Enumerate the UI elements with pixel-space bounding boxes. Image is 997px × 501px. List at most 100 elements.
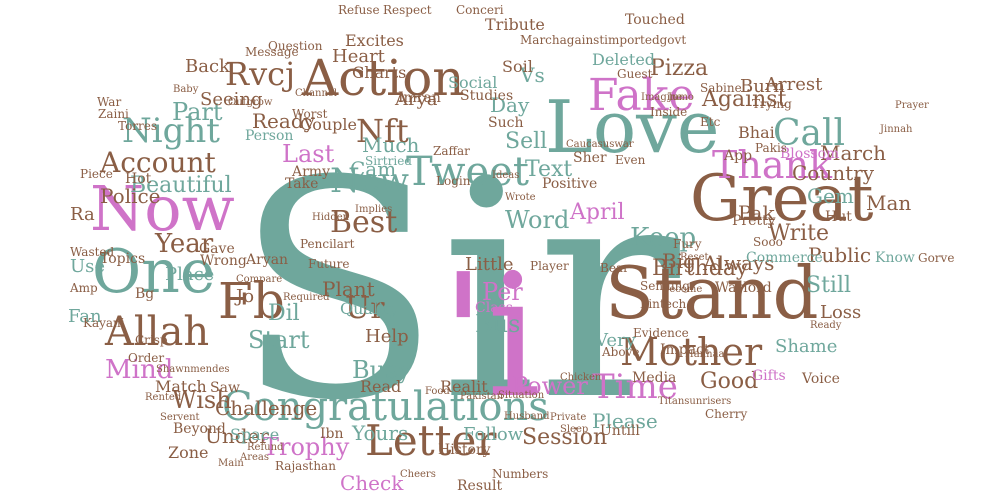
cloud-word-media: Media bbox=[632, 370, 676, 386]
cloud-word-pakis: Pakis bbox=[755, 141, 787, 155]
cloud-word-servent: Servent bbox=[160, 412, 200, 423]
cloud-word-evidence: Evidence bbox=[633, 326, 689, 340]
cloud-word-vs: Vs bbox=[519, 63, 545, 87]
cloud-word-aryan: Aryan bbox=[245, 252, 288, 268]
cloud-word-sher: Sher bbox=[573, 150, 607, 166]
cloud-word-charts: Charts bbox=[352, 63, 406, 82]
cloud-word-busy: Busy bbox=[352, 356, 411, 384]
cloud-word-result: Result bbox=[457, 478, 503, 494]
cloud-word-bg: Bg bbox=[135, 286, 154, 302]
cloud-word-time: Time bbox=[592, 367, 678, 407]
cloud-word-per: Per bbox=[482, 278, 523, 306]
cloud-word-rvcj: Rvcj bbox=[225, 55, 295, 93]
cloud-word-congratulations: Congratulations bbox=[222, 384, 549, 430]
cloud-word-back: Back bbox=[185, 56, 231, 77]
cloud-word-guest: Guest bbox=[617, 67, 653, 81]
cloud-word-realit: Realit bbox=[440, 377, 488, 396]
cloud-word-text: Text bbox=[525, 157, 572, 182]
cloud-word-food: Food bbox=[425, 386, 450, 397]
cloud-word-shawnmendes: Shawnmendes bbox=[156, 364, 230, 375]
cloud-word-call: Call bbox=[773, 113, 845, 154]
cloud-word-bear: Bear bbox=[600, 261, 629, 275]
cloud-word-outgrow: Outgrow bbox=[228, 97, 273, 108]
cloud-word-compare: Compare bbox=[236, 274, 282, 285]
cloud-word-beautiful: Beautiful bbox=[130, 173, 232, 198]
cloud-word-tribute: Tribute bbox=[485, 15, 545, 34]
cloud-word-topics: Topics bbox=[100, 251, 145, 267]
cloud-word-cherry: Cherry bbox=[705, 407, 747, 421]
cloud-word-jo: Jo bbox=[234, 286, 254, 307]
cloud-word-future: Future bbox=[308, 257, 349, 271]
cloud-word-gifts: Gifts bbox=[752, 368, 786, 384]
cloud-word-space: Space bbox=[230, 425, 279, 444]
cloud-word-gorve: Gorve bbox=[918, 251, 954, 265]
cloud-word-chicken: Chicken bbox=[560, 372, 602, 383]
cloud-word-touched: Touched bbox=[625, 12, 685, 28]
cloud-word-trying: Trying bbox=[752, 97, 792, 111]
cloud-word-marchagainstimportedgovt: Marchagainstimportedgovt bbox=[520, 33, 686, 47]
cloud-word-plant: Plant bbox=[322, 277, 375, 301]
cloud-word-positive: Positive bbox=[542, 176, 597, 192]
cloud-word-ra: Ra bbox=[70, 204, 95, 225]
cloud-word-hidden: Hidden bbox=[312, 212, 350, 223]
cloud-word-sending: Sending bbox=[640, 279, 690, 293]
cloud-word-army: Army bbox=[291, 164, 330, 180]
cloud-word-blossom: Blossom bbox=[780, 146, 839, 162]
cloud-word-against: Against bbox=[701, 87, 787, 112]
cloud-word-best: Best bbox=[330, 205, 397, 240]
cloud-word-take: Take bbox=[285, 176, 318, 192]
cloud-word-ur: Ur bbox=[345, 291, 385, 326]
cloud-word-gave: Gave bbox=[199, 241, 235, 257]
cloud-word-love: Love bbox=[545, 85, 719, 169]
cloud-word-night: Night bbox=[122, 111, 220, 151]
cloud-word-player: Player bbox=[530, 259, 569, 273]
cloud-word-new: New bbox=[330, 161, 409, 201]
cloud-word-session: Session bbox=[522, 425, 607, 450]
cloud-word-always: Always bbox=[702, 251, 774, 275]
cloud-word-nft: Nft bbox=[356, 112, 409, 150]
cloud-word-saw: Saw bbox=[210, 380, 240, 396]
cloud-word-pak: Pak bbox=[738, 201, 775, 225]
cloud-word-bhai: Bhai bbox=[738, 123, 775, 142]
cloud-word-keep: Keep bbox=[630, 223, 696, 253]
cloud-word-deleted: Deleted bbox=[592, 50, 655, 69]
cloud-word-commerce: Commerce bbox=[746, 250, 823, 266]
cloud-word-last: Last bbox=[282, 140, 335, 168]
cloud-word-hot: Hot bbox=[125, 171, 152, 187]
cloud-word-inside: Inside bbox=[650, 105, 687, 119]
cloud-word-such: Such bbox=[488, 115, 523, 131]
cloud-word-ibn: Ibn bbox=[320, 426, 344, 442]
cloud-word-ready: Ready bbox=[810, 320, 842, 331]
cloud-word-refuse: Refuse bbox=[338, 3, 380, 17]
cloud-word-main: Main bbox=[218, 458, 244, 469]
cloud-word-police: Police bbox=[100, 184, 161, 208]
cloud-word-country: Country bbox=[792, 161, 875, 185]
cloud-word-voice: Voice bbox=[801, 371, 840, 387]
cloud-word-message: Message bbox=[245, 45, 299, 59]
cloud-word-fake: Fake bbox=[588, 70, 694, 121]
cloud-word-tweet: Tweet bbox=[406, 149, 529, 195]
cloud-word-zaffar: Zaffar bbox=[433, 144, 470, 158]
cloud-word-social: Social bbox=[448, 73, 497, 92]
cloud-word-public: Public bbox=[808, 243, 871, 267]
cloud-word-app: App bbox=[723, 148, 752, 164]
cloud-word-person: Person bbox=[245, 128, 293, 144]
cloud-word-cheers: Cheers bbox=[400, 469, 436, 480]
cloud-word-march: March bbox=[820, 141, 886, 165]
cloud-word-above: Above bbox=[601, 345, 639, 359]
cloud-word-numbers: Numbers bbox=[492, 467, 548, 481]
cloud-word-pizza: Pizza bbox=[650, 56, 708, 81]
cloud-word-letter: Letter bbox=[365, 416, 497, 465]
cloud-word-great: Great bbox=[690, 162, 874, 236]
cloud-word-birthday: Birthday bbox=[652, 256, 749, 281]
cloud-word-fintech: Fintech bbox=[640, 297, 687, 311]
cloud-word-reset: Reset bbox=[680, 252, 709, 263]
cloud-word-know: Know bbox=[875, 250, 915, 266]
cloud-word-channel: Channel bbox=[295, 88, 337, 99]
cloud-word-baby: Baby bbox=[173, 84, 199, 95]
cloud-word-wrong: Wrong bbox=[200, 253, 247, 269]
cloud-word-history: History bbox=[438, 442, 491, 458]
cloud-word-prayer: Prayer bbox=[895, 100, 929, 111]
cloud-word-warlord: Warlord bbox=[715, 280, 772, 296]
cloud-word-word: Word bbox=[505, 206, 569, 234]
